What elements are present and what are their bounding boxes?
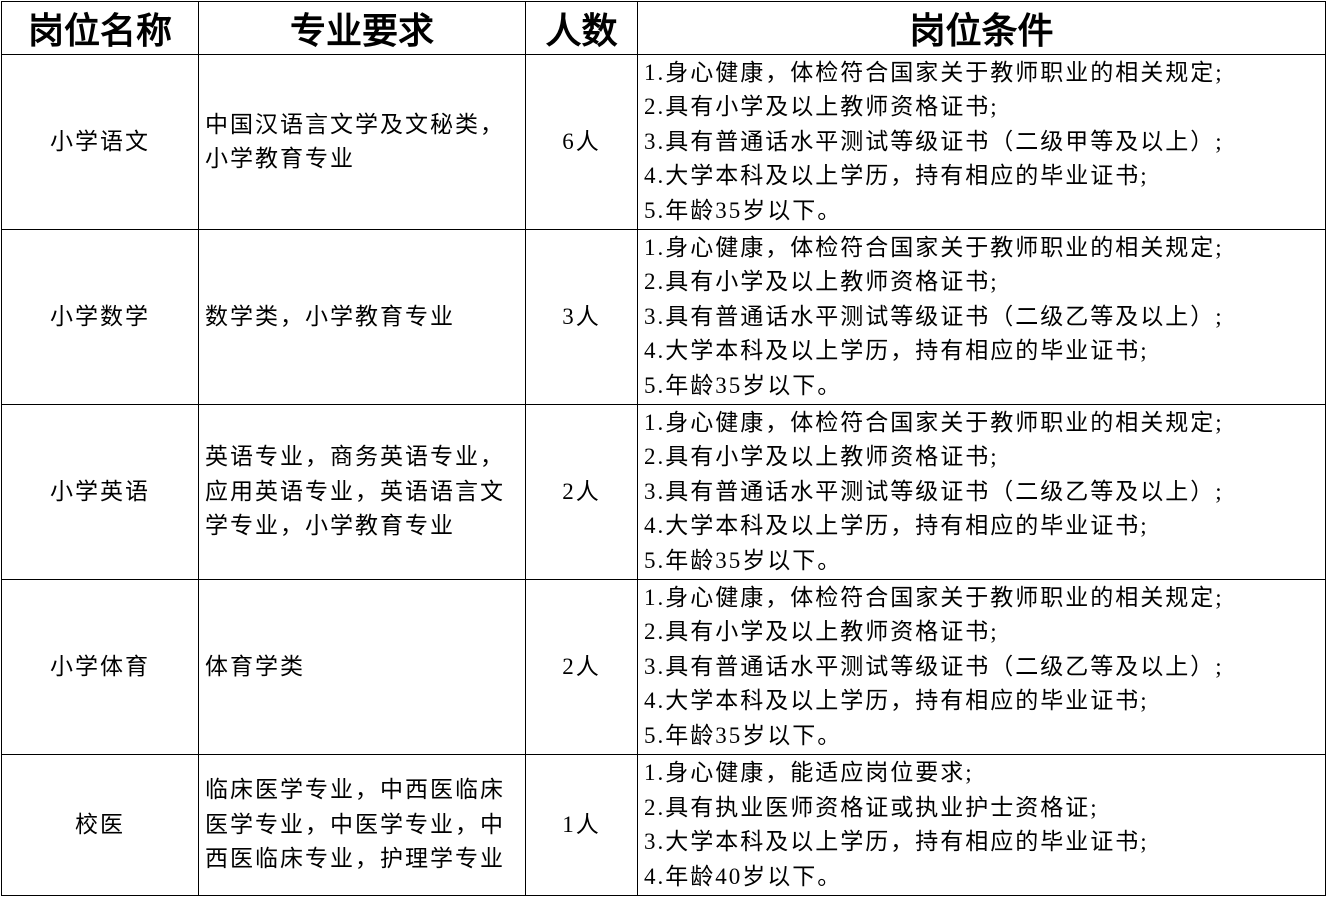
position-cell: 小学语文	[1, 54, 199, 230]
condition-line: 1.身心健康，体检符合国家关于教师职业的相关规定;	[644, 234, 1224, 260]
condition-line: 4.大学本科及以上学历，持有相应的毕业证书;	[644, 338, 1149, 364]
condition-line: 3.具有普通话水平测试等级证书（二级乙等及以上）;	[644, 653, 1224, 679]
conditions-cell: 1.身心健康，体检符合国家关于教师职业的相关规定; 2.具有小学及以上教师资格证书…	[637, 54, 1326, 230]
header-count: 人数	[525, 1, 638, 55]
count-cell: 6人	[525, 54, 638, 230]
count-cell: 2人	[525, 579, 638, 755]
condition-line: 5.年龄35岁以下。	[644, 197, 843, 223]
header-row: 岗位名称 专业要求 人数 岗位条件	[1, 1, 1326, 55]
condition-line: 1.身心健康，体检符合国家关于教师职业的相关规定;	[644, 409, 1224, 435]
condition-line: 2.具有执业医师资格证或执业护士资格证;	[644, 794, 1099, 820]
table-row: 校医 临床医学专业，中西医临床医学专业，中医学专业，中西医临床专业，护理学专业 …	[1, 754, 1326, 896]
condition-line: 5.年龄35岁以下。	[644, 372, 843, 398]
table-row: 小学体育 体育学类 2人 1.身心健康，体检符合国家关于教师职业的相关规定; 2.…	[1, 579, 1326, 755]
position-cell: 小学英语	[1, 404, 199, 580]
condition-line: 4.大学本科及以上学历，持有相应的毕业证书;	[644, 163, 1149, 189]
position-cell: 校医	[1, 754, 199, 896]
conditions-cell: 1.身心健康，体检符合国家关于教师职业的相关规定; 2.具有小学及以上教师资格证书…	[637, 404, 1326, 580]
condition-line: 3.具有普通话水平测试等级证书（二级甲等及以上）;	[644, 128, 1224, 154]
major-cell: 体育学类	[198, 579, 526, 755]
condition-line: 5.年龄35岁以下。	[644, 722, 843, 748]
condition-line: 4.大学本科及以上学历，持有相应的毕业证书;	[644, 513, 1149, 539]
header-conditions: 岗位条件	[637, 1, 1326, 55]
condition-line: 1.身心健康，体检符合国家关于教师职业的相关规定;	[644, 59, 1224, 85]
table-row: 小学英语 英语专业，商务英语专业，应用英语专业，英语语言文学专业，小学教育专业 …	[1, 404, 1326, 580]
condition-line: 4.大学本科及以上学历，持有相应的毕业证书;	[644, 688, 1149, 714]
condition-line: 1.身心健康，能适应岗位要求;	[644, 760, 974, 785]
condition-line: 1.身心健康，体检符合国家关于教师职业的相关规定;	[644, 584, 1224, 610]
header-major: 专业要求	[198, 1, 526, 55]
condition-line: 2.具有小学及以上教师资格证书;	[644, 444, 999, 470]
condition-line: 2.具有小学及以上教师资格证书;	[644, 94, 999, 120]
conditions-cell: 1.身心健康，体检符合国家关于教师职业的相关规定; 2.具有小学及以上教师资格证书…	[637, 579, 1326, 755]
conditions-cell: 1.身心健康，体检符合国家关于教师职业的相关规定; 2.具有小学及以上教师资格证书…	[637, 229, 1326, 405]
table-row: 小学数学 数学类，小学教育专业 3人 1.身心健康，体检符合国家关于教师职业的相…	[1, 229, 1326, 405]
condition-line: 3.大学本科及以上学历，持有相应的毕业证书;	[644, 829, 1149, 854]
condition-line: 5.年龄35岁以下。	[644, 547, 843, 573]
condition-line: 3.具有普通话水平测试等级证书（二级乙等及以上）;	[644, 303, 1224, 329]
count-cell: 3人	[525, 229, 638, 405]
count-cell: 1人	[525, 754, 638, 896]
conditions-cell: 1.身心健康，能适应岗位要求; 2.具有执业医师资格证或执业护士资格证; 3.大学本…	[637, 754, 1326, 896]
position-cell: 小学数学	[1, 229, 199, 405]
condition-line: 2.具有小学及以上教师资格证书;	[644, 619, 999, 645]
table-row: 小学语文 中国汉语言文学及文秘类，小学教育专业 6人 1.身心健康，体检符合国家…	[1, 54, 1326, 230]
major-cell: 临床医学专业，中西医临床医学专业，中医学专业，中西医临床专业，护理学专业	[198, 754, 526, 896]
major-cell: 中国汉语言文学及文秘类，小学教育专业	[198, 54, 526, 230]
header-position: 岗位名称	[1, 1, 199, 55]
condition-line: 3.具有普通话水平测试等级证书（二级乙等及以上）;	[644, 478, 1224, 504]
count-cell: 2人	[525, 404, 638, 580]
major-cell: 英语专业，商务英语专业，应用英语专业，英语语言文学专业，小学教育专业	[198, 404, 526, 580]
condition-line: 4.年龄40岁以下。	[644, 863, 843, 889]
condition-line: 2.具有小学及以上教师资格证书;	[644, 269, 999, 295]
major-cell: 数学类，小学教育专业	[198, 229, 526, 405]
position-cell: 小学体育	[1, 579, 199, 755]
